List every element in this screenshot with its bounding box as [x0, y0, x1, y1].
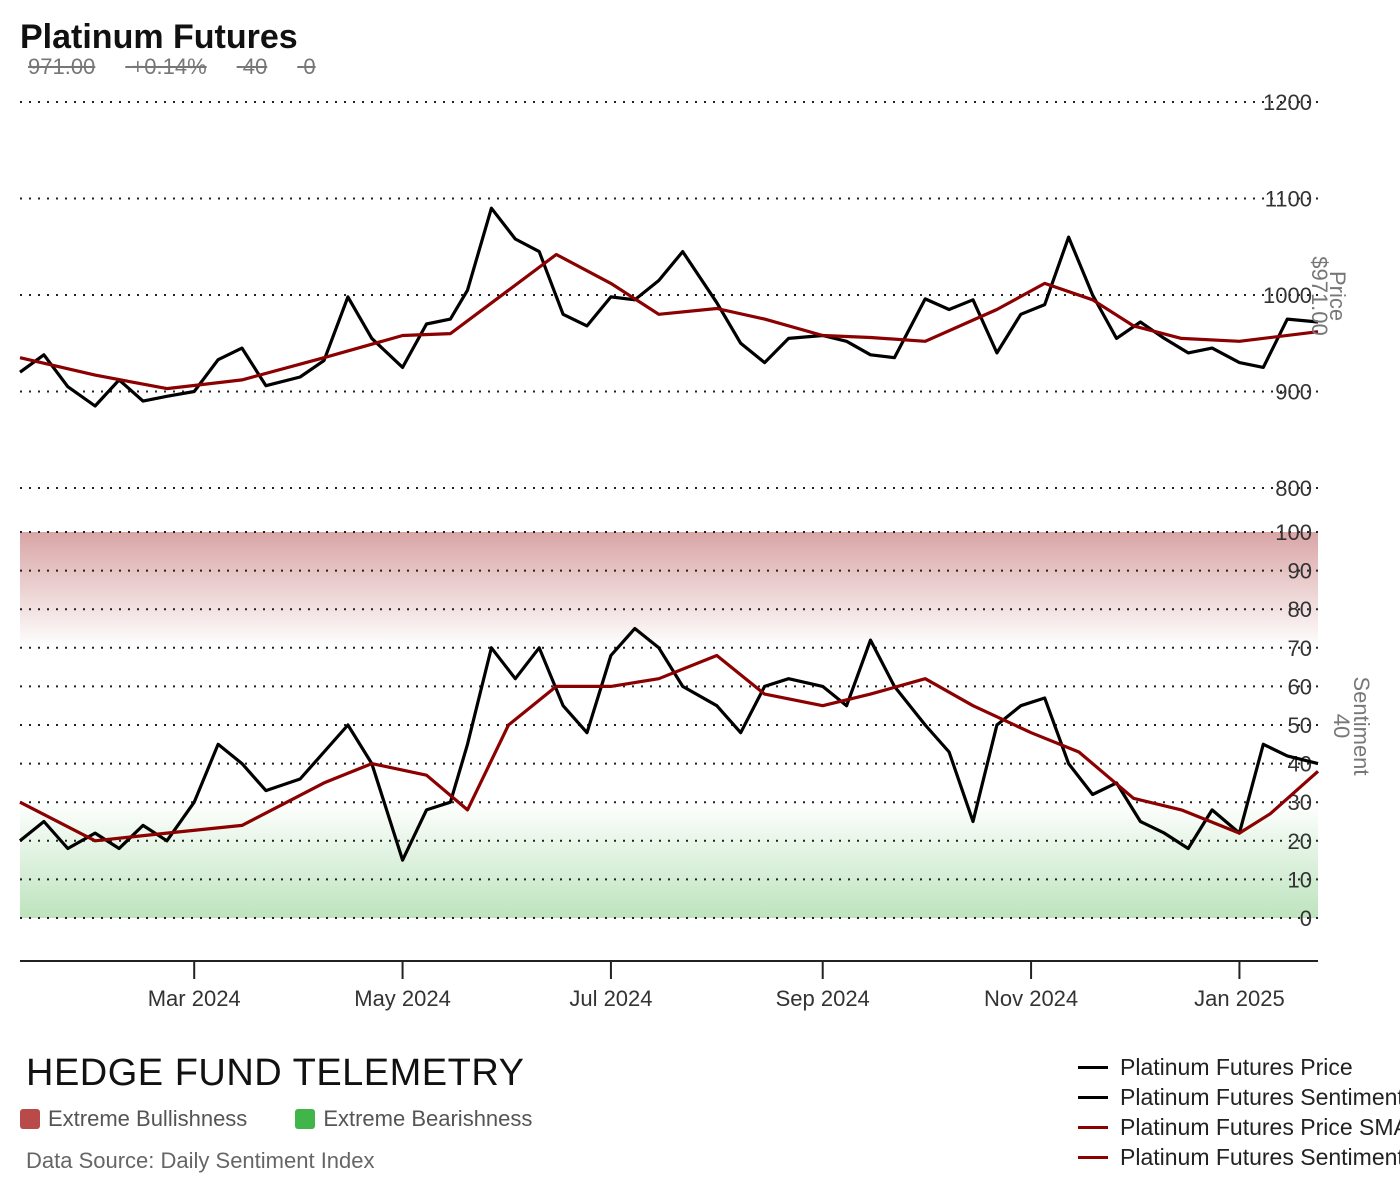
bull-swatch: [20, 1109, 40, 1129]
legend-label: Platinum Futures Price: [1120, 1053, 1353, 1080]
y-tick-label: 90: [1288, 559, 1312, 584]
legend-label: Platinum Futures Sentiment: [1120, 1083, 1400, 1110]
zone-legend-bull: Extreme Bullishness: [20, 1106, 247, 1132]
legend-line: [1078, 1095, 1108, 1099]
y-tick-label: 70: [1288, 636, 1312, 661]
legend-line: [1078, 1065, 1108, 1069]
y-tick-label: 1200: [1263, 90, 1312, 115]
legend-label: Platinum Futures Sentiment SMA: [1120, 1143, 1400, 1170]
legend-item-sentiment[interactable]: Platinum Futures Sentiment: [1078, 1082, 1400, 1112]
y-tick-label: 1100: [1265, 187, 1312, 212]
y-tick-label: 0: [1300, 906, 1312, 931]
y-tick-label: 800: [1275, 476, 1312, 501]
series-legend: Platinum Futures Price Platinum Futures …: [1078, 1052, 1400, 1172]
legend-item-price[interactable]: Platinum Futures Price: [1078, 1052, 1400, 1082]
chart-title: Platinum Futures: [20, 18, 298, 56]
price-axis-title: Price: [1325, 271, 1350, 321]
y-tick-label: 50: [1288, 713, 1312, 738]
zone-legend-bear: Extreme Bearishness: [295, 1106, 532, 1132]
legend-item-price-sma[interactable]: Platinum Futures Price SMA: [1078, 1112, 1400, 1142]
price-axis-value: $971.00: [1307, 256, 1332, 336]
price-stats: 971.00 +0.14% 40 0: [28, 54, 346, 80]
sentiment-axis-title: Sentiment: [1349, 676, 1374, 775]
legend-item-sentiment-sma[interactable]: Platinum Futures Sentiment SMA: [1078, 1142, 1400, 1172]
brand-name: HEDGE FUND TELEMETRY: [26, 1052, 525, 1094]
bear-swatch: [295, 1109, 316, 1129]
y-tick-label: 20: [1288, 829, 1312, 854]
stat-sentiment: 40: [242, 54, 268, 79]
legend-label: Platinum Futures Price SMA: [1120, 1113, 1400, 1140]
x-tick-label: Mar 2024: [148, 986, 241, 1011]
price-line: [19, 206, 1319, 408]
sentiment-sma-line: [19, 653, 1320, 843]
bull-label: Extreme Bullishness: [48, 1106, 248, 1131]
stat-price: 971.00: [28, 54, 96, 79]
stat-extra: 0: [303, 54, 316, 79]
data-source: Data Source: Daily Sentiment Index: [26, 1148, 375, 1173]
legend-line: [1078, 1125, 1108, 1129]
legend-line: [1078, 1155, 1108, 1159]
x-tick-label: Nov 2024: [984, 986, 1078, 1011]
extreme-bullishness-zone: [20, 532, 1318, 648]
x-tick-label: Jan 2025: [1194, 986, 1285, 1011]
x-tick-label: Sep 2024: [776, 986, 870, 1011]
y-tick-label: 60: [1288, 674, 1312, 699]
bear-label: Extreme Bearishness: [323, 1106, 533, 1131]
extreme-bearishness-zone: [20, 802, 1318, 918]
y-tick-label: 900: [1275, 380, 1312, 405]
x-tick-label: May 2024: [354, 986, 451, 1011]
zone-legend: Extreme Bullishness Extreme Bearishness: [20, 1106, 532, 1132]
x-tick-label: Jul 2024: [569, 986, 652, 1011]
y-tick-label: 1000: [1263, 283, 1312, 308]
sentiment-axis-value: 40: [1329, 714, 1354, 738]
y-tick-label: 80: [1288, 597, 1312, 622]
sentiment-line: [18, 626, 1319, 862]
y-tick-label: 100: [1275, 520, 1312, 545]
y-tick-label: 10: [1288, 867, 1312, 892]
price-sma-line: [19, 252, 1319, 391]
chart-canvas: 8009001000110012000102030405060708090100…: [18, 90, 1374, 1011]
stat-change: +0.14%: [131, 54, 207, 79]
